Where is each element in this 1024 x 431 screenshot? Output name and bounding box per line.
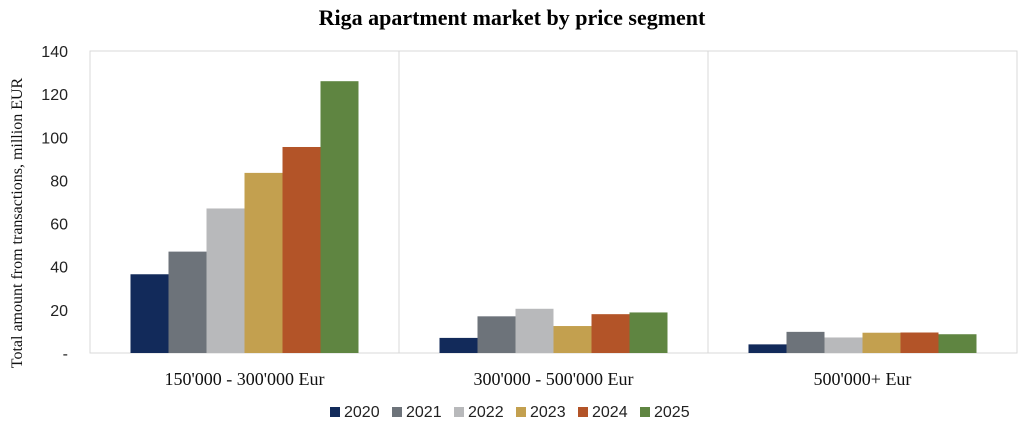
legend: 2020 2021 2022 2023 2024 2025 bbox=[330, 404, 690, 421]
y-tick-label: 120 bbox=[41, 87, 68, 104]
y-tick-label: 100 bbox=[41, 130, 68, 147]
legend-swatch bbox=[330, 407, 340, 417]
legend-swatch bbox=[454, 407, 464, 417]
bar-2025 bbox=[938, 334, 977, 353]
x-axis-categories: 150'000 - 300'000 Eur 300'000 - 500'000 E… bbox=[165, 369, 912, 389]
y-axis-ticks: - 20 40 60 80 100 120 140 bbox=[41, 44, 68, 363]
bars bbox=[130, 81, 977, 353]
bar-2023 bbox=[862, 332, 901, 353]
legend-label: 2021 bbox=[406, 404, 442, 421]
bar-2025 bbox=[629, 312, 668, 353]
category-separators bbox=[398, 51, 709, 353]
bar-2021 bbox=[786, 331, 825, 353]
y-tick-label: 40 bbox=[50, 260, 68, 277]
bar-2025 bbox=[320, 81, 359, 353]
legend-label: 2020 bbox=[344, 404, 380, 421]
x-category-label: 300'000 - 500'000 Eur bbox=[474, 369, 634, 389]
bar-2021 bbox=[477, 316, 516, 353]
legend-swatch bbox=[516, 407, 526, 417]
y-tick-label: - bbox=[63, 346, 68, 363]
x-category-label: 500'000+ Eur bbox=[814, 369, 912, 389]
bar-2020 bbox=[748, 344, 787, 353]
bar-2023 bbox=[244, 172, 283, 353]
bar-2020 bbox=[439, 337, 478, 353]
y-tick-label: 80 bbox=[50, 173, 68, 190]
bar-2024 bbox=[591, 314, 630, 353]
y-tick-label: 60 bbox=[50, 217, 68, 234]
legend-swatch bbox=[392, 407, 402, 417]
bar-2022 bbox=[206, 208, 245, 353]
legend-swatch bbox=[640, 407, 650, 417]
legend-swatch bbox=[578, 407, 588, 417]
y-tick-label: 140 bbox=[41, 44, 68, 61]
bar-2021 bbox=[168, 251, 207, 353]
legend-label: 2024 bbox=[592, 404, 628, 421]
x-category-label: 150'000 - 300'000 Eur bbox=[165, 369, 325, 389]
legend-label: 2025 bbox=[654, 404, 690, 421]
legend-label: 2023 bbox=[530, 404, 566, 421]
bar-2023 bbox=[553, 326, 592, 353]
y-axis-label: Total amount from transactions, million … bbox=[9, 77, 26, 368]
bar-2020 bbox=[130, 274, 169, 353]
bar-2022 bbox=[824, 337, 863, 353]
legend-label: 2022 bbox=[468, 404, 504, 421]
bar-2024 bbox=[282, 146, 321, 353]
y-tick-label: 20 bbox=[50, 303, 68, 320]
bar-2022 bbox=[515, 308, 554, 353]
bar-2024 bbox=[900, 332, 939, 353]
chart-title: Riga apartment market by price segment bbox=[319, 5, 706, 30]
